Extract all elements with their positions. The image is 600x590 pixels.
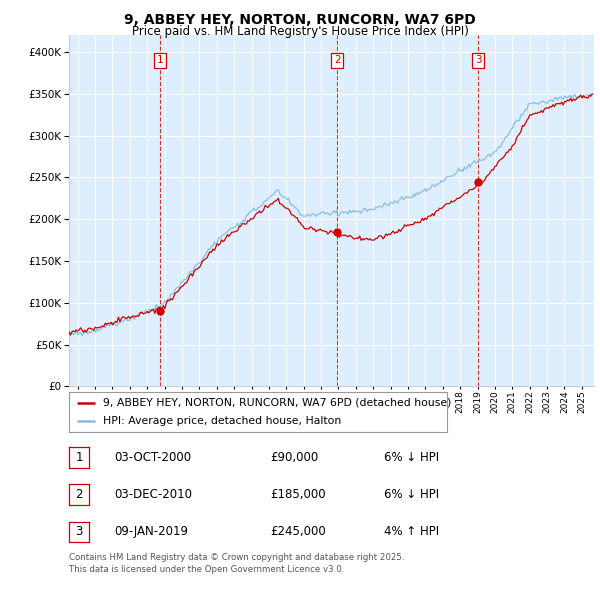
Text: 1: 1 <box>157 55 164 65</box>
Text: Contains HM Land Registry data © Crown copyright and database right 2025.
This d: Contains HM Land Registry data © Crown c… <box>69 553 404 574</box>
Text: 3: 3 <box>475 55 481 65</box>
Text: 9, ABBEY HEY, NORTON, RUNCORN, WA7 6PD: 9, ABBEY HEY, NORTON, RUNCORN, WA7 6PD <box>124 13 476 27</box>
Text: Price paid vs. HM Land Registry's House Price Index (HPI): Price paid vs. HM Land Registry's House … <box>131 25 469 38</box>
Text: £185,000: £185,000 <box>270 488 326 501</box>
Text: 2: 2 <box>76 488 83 501</box>
Text: 1: 1 <box>76 451 83 464</box>
Text: £245,000: £245,000 <box>270 525 326 539</box>
Text: 4% ↑ HPI: 4% ↑ HPI <box>384 525 439 539</box>
Text: 3: 3 <box>76 525 83 538</box>
Text: 6% ↓ HPI: 6% ↓ HPI <box>384 451 439 464</box>
Text: 6% ↓ HPI: 6% ↓ HPI <box>384 488 439 501</box>
Text: 03-DEC-2010: 03-DEC-2010 <box>114 488 192 501</box>
Text: 2: 2 <box>334 55 340 65</box>
Text: 9, ABBEY HEY, NORTON, RUNCORN, WA7 6PD (detached house): 9, ABBEY HEY, NORTON, RUNCORN, WA7 6PD (… <box>103 398 451 408</box>
Text: 03-OCT-2000: 03-OCT-2000 <box>114 451 191 464</box>
Text: HPI: Average price, detached house, Halton: HPI: Average price, detached house, Halt… <box>103 416 341 426</box>
Text: £90,000: £90,000 <box>270 451 318 464</box>
Text: 09-JAN-2019: 09-JAN-2019 <box>114 525 188 539</box>
